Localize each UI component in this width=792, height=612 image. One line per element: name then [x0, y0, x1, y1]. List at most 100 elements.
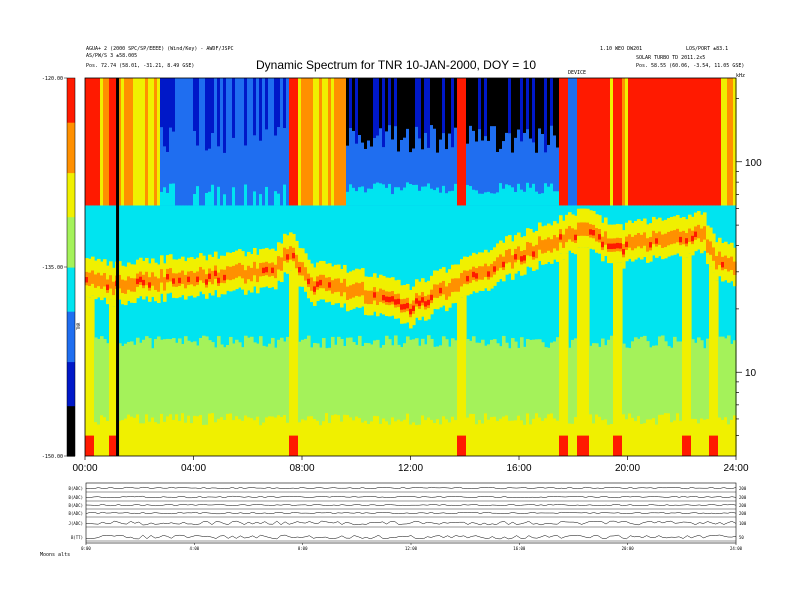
- spectrum-cell: [337, 415, 341, 456]
- spectrum-cell: [202, 78, 206, 206]
- ridge-cell: [466, 275, 470, 282]
- spectrum-cell: [406, 182, 410, 206]
- spectrum-cell: [544, 78, 548, 206]
- spectrum-cell: [697, 337, 701, 456]
- spectrum-cell: [421, 78, 425, 206]
- spectrum-cell: [109, 435, 113, 456]
- spectrum-cell: [388, 183, 392, 206]
- spectrum-cell: [406, 413, 410, 456]
- ridge-cell: [244, 270, 248, 284]
- ridge-cell: [496, 257, 500, 271]
- ridge-cell: [685, 238, 689, 244]
- ridge-cell: [226, 266, 230, 280]
- spectrum-cell: [412, 422, 416, 456]
- spectrum-cell: [448, 422, 452, 456]
- spectrum-cell: [91, 78, 95, 206]
- spectrum-cell: [358, 187, 362, 206]
- colorbar-segment: [67, 191, 75, 199]
- spectrum-cell: [667, 413, 671, 456]
- spectrum-cell: [601, 78, 605, 206]
- spectrum-cell: [625, 78, 629, 206]
- spectrum-cell: [526, 129, 530, 206]
- spectrum-cell: [718, 336, 722, 456]
- spectrum-cell: [97, 338, 101, 456]
- ridge-cell: [199, 266, 203, 281]
- spectrum-cell: [544, 347, 548, 456]
- spectrum-cell: [616, 262, 620, 456]
- spectrum-cell: [448, 191, 452, 206]
- ridge-cell: [418, 300, 422, 307]
- spectrum-cell: [394, 335, 398, 456]
- spectrum-cell: [547, 414, 551, 456]
- panel-row-label: B(ADC): [69, 511, 83, 516]
- spectrum-cell: [208, 340, 212, 456]
- spectrum-cell: [610, 335, 614, 456]
- spectrum-cell: [238, 342, 242, 456]
- spectrum-cell: [244, 184, 248, 206]
- ridge-cell: [571, 228, 575, 242]
- spectrum-cell: [247, 78, 251, 206]
- colorbar-segment: [67, 122, 75, 129]
- ridge-cell: [715, 256, 719, 270]
- colorbar-segment: [67, 361, 75, 369]
- spectrum-cell: [400, 421, 404, 456]
- spectrum-cell: [310, 78, 314, 206]
- spectrum-cell: [403, 187, 407, 206]
- spectrum-cell: [397, 419, 401, 456]
- spectrum-cell: [520, 337, 524, 456]
- spectrum-cell: [196, 145, 200, 206]
- spectrum-cell: [514, 137, 518, 206]
- spectrum-cell: [712, 272, 716, 456]
- spectrum-cell: [163, 421, 167, 456]
- ridge-cell: [142, 279, 146, 286]
- spectrum-cell: [241, 347, 245, 456]
- ridge-cell: [538, 236, 542, 250]
- ridge-cell: [250, 267, 254, 282]
- spectrum-cell: [604, 345, 608, 456]
- spectrum-cell: [193, 130, 197, 206]
- spectrum-cell: [556, 420, 560, 456]
- spectrum-cell: [670, 347, 674, 456]
- spectrum-cell: [493, 126, 497, 206]
- spectrum-cell: [718, 417, 722, 456]
- spectrum-cell: [349, 128, 353, 206]
- spectrum-cell: [616, 435, 620, 456]
- spectrum-cell: [361, 142, 365, 206]
- ridge-cell: [391, 296, 395, 302]
- spectrum-cell: [442, 133, 446, 206]
- spectrum-cell: [262, 345, 266, 456]
- spectrum-cell: [595, 78, 599, 206]
- spectrum-cell: [619, 78, 623, 206]
- spectrum-cell: [163, 187, 167, 206]
- spectrum-cell: [178, 78, 182, 206]
- panel-right-tick-label: 200: [739, 503, 747, 508]
- spectrum-cell: [145, 414, 149, 456]
- spectrum-cell: [550, 413, 554, 456]
- spectrum-cell: [466, 417, 470, 456]
- ridge-cell: [568, 226, 572, 240]
- spectrum-cell: [463, 435, 467, 456]
- panel-right-tick-label: 50: [739, 535, 744, 540]
- spectrum-cell: [325, 348, 329, 456]
- spectrum-cell: [223, 419, 227, 456]
- colorbar-segment: [67, 323, 75, 331]
- spectrum-cell: [130, 78, 134, 206]
- spectrum-cell: [169, 414, 173, 456]
- spectrum-cell: [349, 184, 353, 206]
- colorbar-segment: [67, 393, 75, 400]
- spectrum-cell: [151, 417, 155, 456]
- ridge-cell: [139, 276, 143, 283]
- colorbar-segment: [67, 355, 75, 363]
- spectrum-cell: [106, 78, 110, 206]
- spectrum-cell: [130, 416, 134, 456]
- spectrum-cell: [223, 347, 227, 456]
- spectrum-cell: [346, 415, 350, 456]
- x-tick-label: 00:00: [72, 463, 97, 474]
- spectrum-cell: [145, 336, 149, 456]
- spectrum-cell: [355, 191, 359, 206]
- spectrum-cell: [256, 416, 260, 456]
- ridge-cell: [205, 279, 209, 285]
- spectrum-cell: [544, 183, 548, 206]
- spectrum-cell: [430, 338, 434, 456]
- spectrum-cell: [628, 413, 632, 456]
